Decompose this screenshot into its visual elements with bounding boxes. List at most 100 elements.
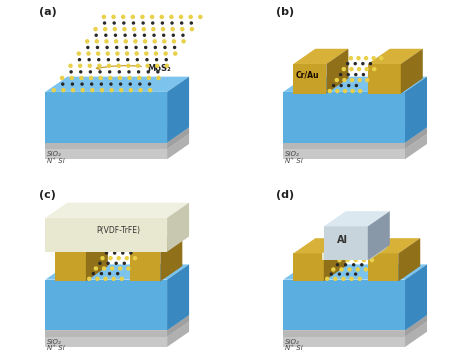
Text: N⁺ Si: N⁺ Si <box>47 158 65 164</box>
Polygon shape <box>283 315 427 330</box>
Polygon shape <box>283 143 405 149</box>
Circle shape <box>147 76 150 79</box>
Circle shape <box>340 268 343 271</box>
Circle shape <box>106 52 109 55</box>
Text: (c): (c) <box>38 190 55 200</box>
Circle shape <box>100 83 102 85</box>
Circle shape <box>90 76 92 79</box>
Circle shape <box>127 64 130 67</box>
Circle shape <box>112 277 115 280</box>
Polygon shape <box>167 322 189 347</box>
Circle shape <box>124 40 128 43</box>
Circle shape <box>352 249 356 252</box>
Polygon shape <box>405 134 427 159</box>
Circle shape <box>333 84 335 87</box>
Circle shape <box>348 268 351 271</box>
Polygon shape <box>405 265 427 330</box>
Circle shape <box>332 268 335 271</box>
Circle shape <box>156 64 159 67</box>
Circle shape <box>88 64 91 67</box>
Text: (d): (d) <box>276 190 294 200</box>
Circle shape <box>155 52 157 55</box>
Polygon shape <box>283 77 427 92</box>
Circle shape <box>347 74 349 76</box>
Circle shape <box>371 258 374 262</box>
Circle shape <box>99 71 101 73</box>
Circle shape <box>117 59 119 61</box>
Circle shape <box>137 71 140 73</box>
Circle shape <box>87 52 90 55</box>
Polygon shape <box>327 49 348 94</box>
Text: N⁺ Si: N⁺ Si <box>285 158 303 164</box>
Circle shape <box>369 62 372 65</box>
Circle shape <box>344 89 346 93</box>
Circle shape <box>142 22 144 24</box>
Circle shape <box>118 71 120 73</box>
Circle shape <box>134 34 136 36</box>
Circle shape <box>131 15 134 18</box>
Circle shape <box>173 46 175 48</box>
Circle shape <box>338 273 340 275</box>
Circle shape <box>129 83 131 85</box>
Polygon shape <box>46 315 189 330</box>
Circle shape <box>132 22 135 24</box>
Circle shape <box>368 249 372 252</box>
Polygon shape <box>130 252 160 281</box>
Circle shape <box>105 34 107 36</box>
Circle shape <box>163 34 164 36</box>
Circle shape <box>348 84 350 87</box>
Polygon shape <box>293 253 324 281</box>
Circle shape <box>173 52 177 55</box>
Circle shape <box>109 272 110 275</box>
Circle shape <box>189 15 192 18</box>
Circle shape <box>355 74 357 76</box>
Circle shape <box>337 264 338 266</box>
Circle shape <box>345 264 346 266</box>
Circle shape <box>365 268 367 271</box>
Circle shape <box>139 83 141 85</box>
Circle shape <box>80 76 83 79</box>
Circle shape <box>357 57 360 60</box>
Circle shape <box>171 22 173 24</box>
Circle shape <box>143 34 146 36</box>
Circle shape <box>102 15 105 18</box>
Circle shape <box>153 34 155 36</box>
Circle shape <box>106 252 108 254</box>
Circle shape <box>373 67 376 71</box>
Circle shape <box>102 267 106 270</box>
Polygon shape <box>130 237 182 252</box>
Circle shape <box>148 83 151 85</box>
Circle shape <box>365 57 368 60</box>
Polygon shape <box>368 238 420 253</box>
Circle shape <box>199 15 202 18</box>
Circle shape <box>88 277 91 280</box>
Circle shape <box>354 258 357 262</box>
Circle shape <box>335 79 338 81</box>
Circle shape <box>380 57 383 60</box>
Circle shape <box>61 76 64 79</box>
Circle shape <box>145 46 146 48</box>
Circle shape <box>142 28 145 31</box>
Circle shape <box>127 59 129 61</box>
Polygon shape <box>401 49 423 94</box>
Circle shape <box>72 89 74 92</box>
Circle shape <box>108 246 110 250</box>
Circle shape <box>92 272 94 275</box>
Circle shape <box>165 59 167 61</box>
Circle shape <box>96 277 99 280</box>
Circle shape <box>366 79 369 81</box>
Polygon shape <box>322 241 387 253</box>
Circle shape <box>182 34 184 36</box>
Circle shape <box>70 76 73 79</box>
Polygon shape <box>324 238 346 281</box>
Polygon shape <box>46 330 167 337</box>
Circle shape <box>359 255 361 256</box>
Circle shape <box>336 89 339 93</box>
Circle shape <box>133 28 136 31</box>
Circle shape <box>116 46 118 48</box>
Polygon shape <box>55 237 108 252</box>
Circle shape <box>124 246 127 250</box>
Circle shape <box>120 89 123 92</box>
Circle shape <box>350 79 354 81</box>
Circle shape <box>145 52 148 55</box>
